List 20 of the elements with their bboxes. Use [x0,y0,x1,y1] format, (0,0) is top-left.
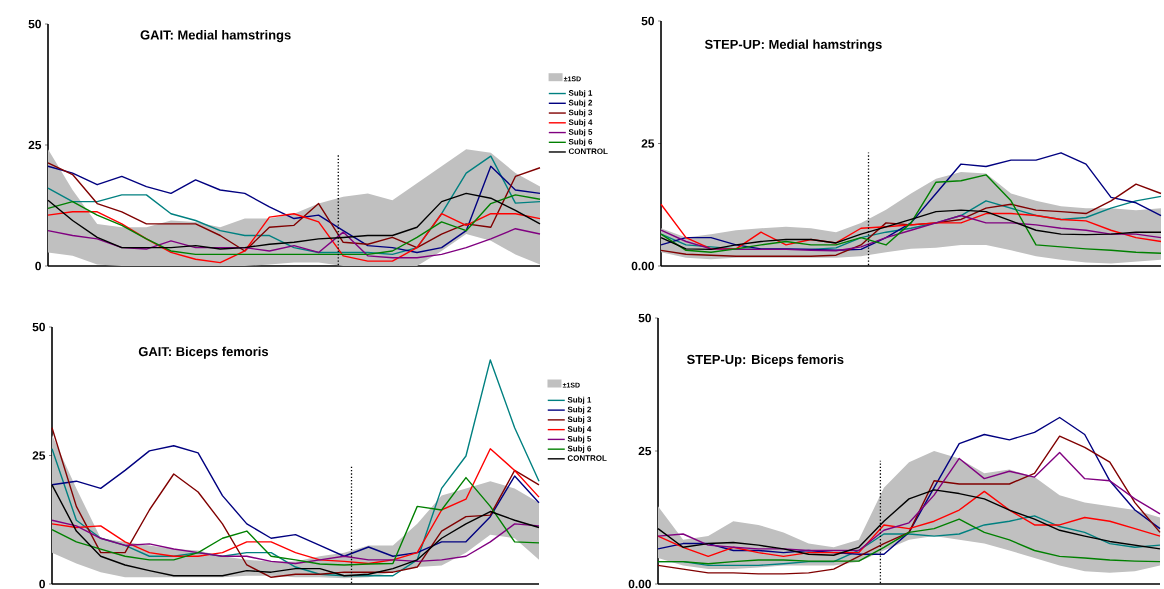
chart-title: GAIT: Medial hamstrings [140,30,291,43]
text: STEP-Up: Biceps femoris [687,354,844,367]
y-tick-label: 25 [28,140,42,150]
y-tick-label: 25 [32,451,46,460]
y-tick-label: 50 [638,313,651,323]
y-tick-label: 0 [35,261,41,271]
text: STEP-UP: Medial hamstrings [704,39,882,52]
text: GAIT: Biceps femoris [138,346,269,359]
y-tick-label: 0 [39,579,45,589]
y-tick-label: 25 [641,139,655,148]
y-tick-label: 0.00 [631,261,654,271]
line-series [51,519,540,565]
y-tick-label: 50 [28,19,41,29]
y-tick-label: 0.00 [628,579,651,589]
y-tick-label: 50 [641,16,654,26]
y-tick-label: 50 [32,322,45,332]
line-series [51,476,540,566]
line-series [657,416,1161,555]
y-tick-label: 25 [638,446,652,456]
line-series [660,152,1162,252]
